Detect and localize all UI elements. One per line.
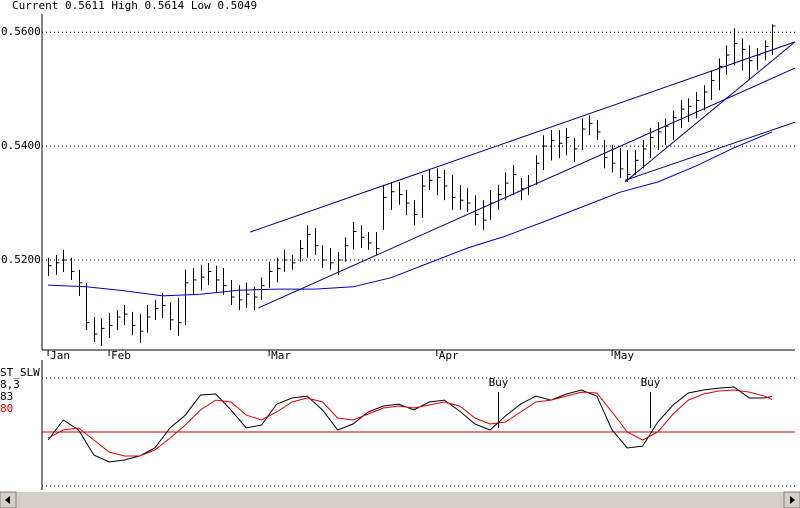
- trend-line: [249, 41, 796, 233]
- trend-line: [258, 67, 796, 309]
- x-tick-label: Mar: [271, 349, 291, 362]
- arrow-right: [790, 496, 795, 504]
- y-tick-label: 0.5600: [1, 25, 41, 38]
- moving-average: [48, 131, 773, 297]
- scroll-track[interactable]: [0, 492, 800, 508]
- trend-line: [624, 41, 796, 183]
- d-value: 80: [0, 402, 13, 415]
- low-value: 0.5049: [217, 0, 257, 12]
- y-tick-label: 0.5400: [1, 139, 41, 152]
- arrow-left: [5, 496, 10, 504]
- current-label: Current: [12, 0, 58, 12]
- stoch-line: [47, 386, 773, 463]
- scrollbar[interactable]: [0, 491, 800, 508]
- header: Current 0.5611 High 0.5614 Low 0.5049: [12, 0, 257, 12]
- x-tick-label: Feb: [111, 349, 131, 362]
- k-value: 83: [0, 390, 13, 403]
- high-value: 0.5614: [144, 0, 184, 12]
- stoch-line: [47, 389, 773, 457]
- annotation: Buy: [641, 376, 661, 389]
- low-label: Low: [191, 0, 211, 12]
- x-tick-label: May: [614, 349, 634, 362]
- x-tick-label: Apr: [439, 349, 459, 362]
- stoch-title: ST_SLW: [0, 366, 40, 379]
- annotation: Buy: [489, 376, 509, 389]
- trend-line: [624, 121, 796, 181]
- x-tick-label: Jan: [50, 349, 70, 362]
- current-value: 0.5611: [65, 0, 105, 12]
- high-label: High: [111, 0, 138, 12]
- stoch-params: 8,3: [0, 378, 20, 391]
- y-tick-label: 0.5200: [1, 253, 41, 266]
